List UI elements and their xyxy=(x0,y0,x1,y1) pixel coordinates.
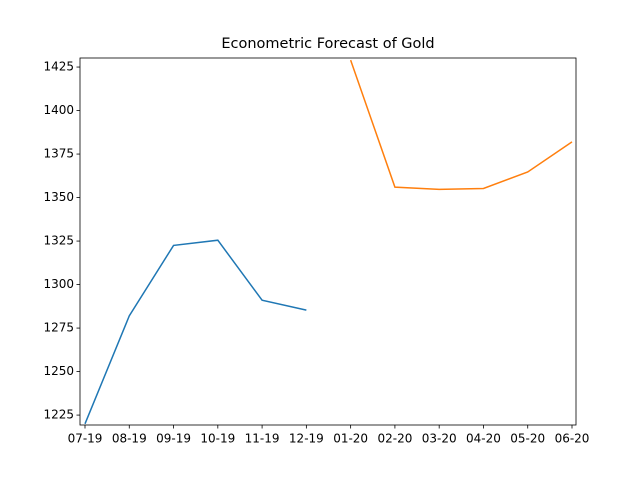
line-series xyxy=(349,59,573,191)
x-tick-label: 03-20 xyxy=(422,432,457,446)
x-tick-label: 07-19 xyxy=(68,432,103,446)
x-tick-label: 06-20 xyxy=(555,432,590,446)
line-series xyxy=(84,239,307,425)
x-tick-label: 05-20 xyxy=(510,432,545,446)
x-tick-label: 02-20 xyxy=(377,432,412,446)
y-tick-label: 1400 xyxy=(43,103,74,117)
y-tick-label: 1275 xyxy=(43,321,74,335)
chart-title: Econometric Forecast of Gold xyxy=(221,36,434,52)
x-tick-label: 08-19 xyxy=(112,432,147,446)
y-tick-label: 1350 xyxy=(43,190,74,204)
y-tick-label: 1300 xyxy=(43,277,74,291)
x-tick-label: 04-20 xyxy=(466,432,501,446)
x-tick-label: 11-19 xyxy=(245,432,280,446)
plot-frame xyxy=(79,57,577,426)
y-tick-label: 1225 xyxy=(43,408,74,422)
y-tick-label: 1425 xyxy=(43,60,74,74)
x-tick-label: 12-19 xyxy=(289,432,324,446)
y-tick-label: 1325 xyxy=(43,234,74,248)
y-tick-label: 1375 xyxy=(43,147,74,161)
x-tick-label: 09-19 xyxy=(156,432,191,446)
y-tick-label: 1250 xyxy=(43,364,74,378)
x-tick-label: 01-20 xyxy=(333,432,368,446)
x-tick-label: 10-19 xyxy=(200,432,235,446)
